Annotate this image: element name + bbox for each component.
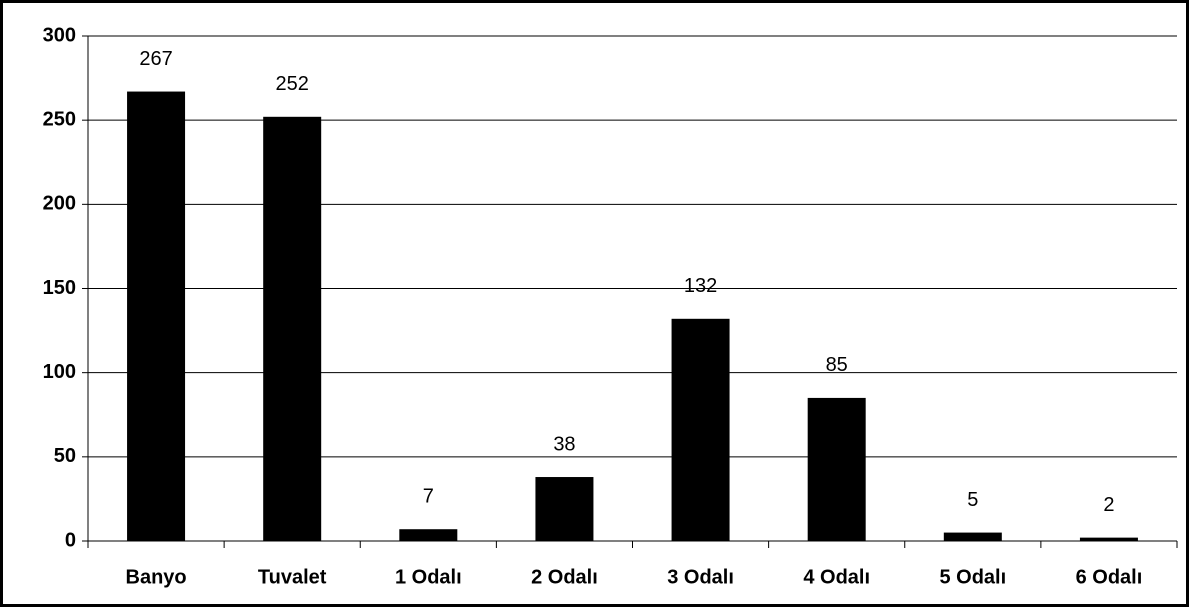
y-tick-label: 50 (54, 445, 76, 467)
y-tick-label: 300 (43, 24, 76, 46)
y-tick-label: 100 (43, 361, 76, 383)
x-tick-label: 4 Odalı (803, 566, 870, 588)
bar (1079, 537, 1138, 541)
bar (535, 477, 594, 541)
data-label: 252 (276, 73, 309, 95)
data-label: 38 (553, 433, 575, 455)
data-label: 5 (967, 489, 978, 511)
y-tick-label: 250 (43, 108, 76, 130)
x-tick-label: 2 Odalı (531, 566, 598, 588)
y-tick-label: 200 (43, 193, 76, 215)
x-tick-label: 3 Odalı (667, 566, 734, 588)
bar (671, 318, 730, 541)
data-label: 132 (684, 275, 717, 297)
bar (399, 529, 458, 541)
x-tick-label: 6 Odalı (1076, 566, 1143, 588)
bar (807, 397, 866, 541)
x-tick-label: 1 Odalı (395, 566, 462, 588)
x-tick-label: Banyo (126, 566, 187, 588)
x-tick-label: 5 Odalı (939, 566, 1006, 588)
data-label: 2 (1103, 494, 1114, 516)
data-label: 85 (826, 354, 848, 376)
y-tick-label: 0 (65, 529, 76, 551)
bar (263, 116, 322, 542)
bar (943, 532, 1002, 541)
y-tick-label: 150 (43, 277, 76, 299)
data-label: 7 (423, 485, 434, 507)
x-tick-label: Tuvalet (258, 566, 327, 588)
bar (127, 91, 186, 542)
data-label: 267 (139, 48, 172, 70)
